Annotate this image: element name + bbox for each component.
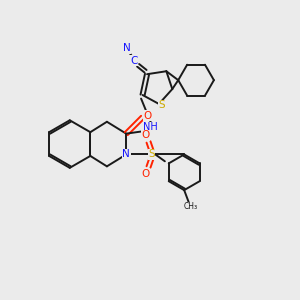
Text: S: S bbox=[148, 149, 155, 160]
Text: N: N bbox=[122, 149, 130, 160]
Text: N: N bbox=[123, 43, 131, 53]
Text: CH₃: CH₃ bbox=[184, 202, 198, 211]
Text: C: C bbox=[130, 56, 137, 66]
Text: O: O bbox=[141, 130, 150, 140]
Text: O: O bbox=[141, 169, 150, 179]
Text: O: O bbox=[143, 111, 152, 121]
Text: S: S bbox=[159, 100, 165, 110]
Text: NH: NH bbox=[143, 122, 158, 132]
